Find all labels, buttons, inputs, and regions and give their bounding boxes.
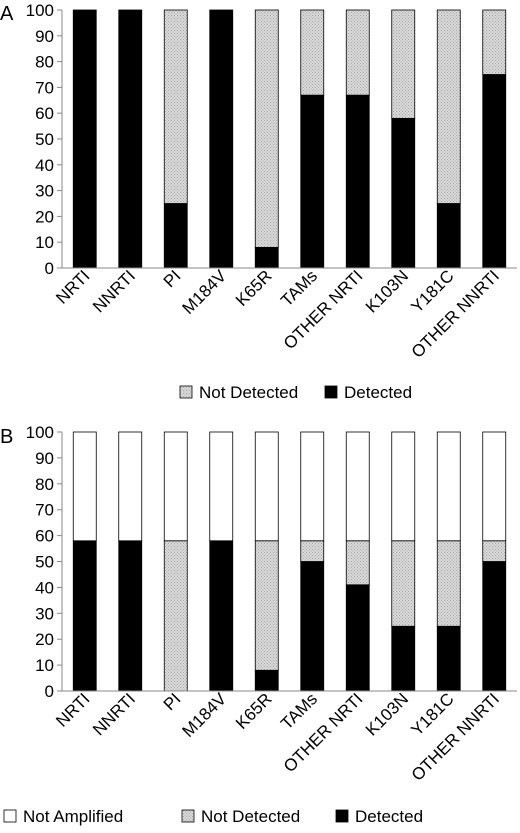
- bar-not-amplified-nrti: [72, 431, 97, 542]
- y-tick-label: 40: [35, 156, 54, 175]
- bar-not-detected-other-nrti: [345, 540, 370, 586]
- bar-not-detected-other-nnrti: [482, 540, 507, 562]
- x-tick-label: K103N: [362, 689, 412, 739]
- x-tick-label: NNRTI: [89, 689, 139, 739]
- bar-not-detected-pi: [163, 540, 188, 692]
- y-tick-label: 50: [35, 130, 54, 149]
- x-tick-label: K103N: [362, 266, 412, 316]
- bar-detected-m184v: [209, 9, 234, 269]
- bar-not-detected-tams: [300, 540, 325, 562]
- bar-not-detected-other-nnrti: [482, 9, 507, 75]
- bar-detected-m184v: [209, 540, 234, 692]
- bar-detected-tams: [300, 561, 325, 692]
- y-tick-label: 40: [35, 578, 54, 597]
- legend-label-detected: Detected: [355, 807, 423, 826]
- x-tick-label: PI: [160, 689, 185, 714]
- x-tick-label: K65R: [232, 689, 276, 733]
- x-tick-label: PI: [160, 266, 185, 291]
- x-tick-label: K65R: [232, 266, 276, 310]
- bar-not-detected-k65r: [254, 9, 279, 248]
- x-tick-label: NNRTI: [89, 266, 139, 316]
- x-tick-label: M184V: [179, 689, 231, 741]
- bar-not-detected-other-nrti: [345, 9, 370, 96]
- bar-detected-k103n: [391, 117, 416, 269]
- bar-detected-nnrti: [118, 540, 143, 692]
- y-tick-label: 50: [35, 553, 54, 572]
- bar-not-amplified-k65r: [254, 431, 279, 542]
- legend-label-not-detected: Not Detected: [199, 383, 298, 402]
- y-tick-label: 0: [45, 682, 54, 701]
- y-tick-label: 80: [35, 475, 54, 494]
- y-tick-label: 90: [35, 27, 54, 46]
- bar-detected-other-nrti: [345, 584, 370, 692]
- bar-detected-nrti: [72, 9, 97, 269]
- y-tick-label: 60: [35, 527, 54, 546]
- bar-not-detected-k103n: [391, 540, 416, 627]
- y-tick-label: 10: [35, 656, 54, 675]
- y-tick-label: 20: [35, 630, 54, 649]
- y-tick-label: 80: [35, 53, 54, 72]
- x-tick-label: M184V: [179, 266, 231, 318]
- y-tick-label: 70: [35, 78, 54, 97]
- legend-label-detected: Detected: [344, 383, 412, 402]
- panel-label-b: B: [0, 426, 13, 448]
- bar-not-amplified-k103n: [391, 431, 416, 542]
- y-tick-label: 20: [35, 207, 54, 226]
- y-tick-label: 0: [45, 259, 54, 278]
- bar-not-amplified-tams: [300, 431, 325, 542]
- bar-not-amplified-y181c: [436, 431, 461, 542]
- bar-detected-pi: [163, 203, 188, 269]
- bar-not-amplified-pi: [163, 431, 188, 542]
- y-tick-label: 70: [35, 501, 54, 520]
- bar-not-detected-k65r: [254, 540, 279, 671]
- legend-swatch-not-amplified: [3, 809, 17, 823]
- bar-not-amplified-other-nrti: [345, 431, 370, 542]
- bar-detected-y181c: [436, 203, 461, 269]
- bar-detected-k65r: [254, 669, 279, 692]
- panel-label-a: A: [0, 3, 14, 25]
- bar-detected-tams: [300, 94, 325, 269]
- bar-not-amplified-nnrti: [118, 431, 143, 542]
- bar-not-detected-y181c: [436, 9, 461, 204]
- legend-swatch-not-detected: [181, 809, 195, 823]
- y-tick-label: 60: [35, 104, 54, 123]
- bar-not-detected-tams: [300, 9, 325, 96]
- y-tick-label: 30: [35, 182, 54, 201]
- x-tick-label: NRTI: [52, 266, 93, 307]
- bar-detected-y181c: [436, 625, 461, 692]
- bar-detected-k65r: [254, 246, 279, 269]
- bar-not-amplified-m184v: [209, 431, 234, 542]
- bar-detected-nrti: [72, 540, 97, 692]
- bar-detected-other-nnrti: [482, 74, 507, 269]
- legend-swatch-detected: [324, 385, 338, 399]
- legend: Not Detected Detected: [179, 383, 412, 402]
- legend-label-not-detected: Not Detected: [201, 807, 300, 826]
- x-tick-label: OTHER NRTI: [280, 266, 367, 353]
- y-tick-label: 100: [26, 423, 54, 442]
- bar-detected-nnrti: [118, 9, 143, 269]
- bar-not-detected-y181c: [436, 540, 461, 627]
- legend-label-not-amplified: Not Amplified: [23, 807, 123, 826]
- legend-swatch-not-detected: [179, 385, 193, 399]
- bar-not-amplified-other-nnrti: [482, 431, 507, 542]
- y-tick-label: 30: [35, 604, 54, 623]
- bar-detected-other-nnrti: [482, 561, 507, 692]
- legend-swatch-detected: [335, 809, 349, 823]
- legend: Not Amplified Not Detected Detected: [3, 807, 423, 826]
- y-tick-label: 90: [35, 449, 54, 468]
- bar-detected-other-nrti: [345, 94, 370, 269]
- y-tick-label: 100: [26, 1, 54, 20]
- x-tick-label: OTHER NRTI: [280, 689, 367, 776]
- bar-detected-k103n: [391, 625, 416, 692]
- bar-not-detected-pi: [163, 9, 188, 204]
- bar-not-detected-k103n: [391, 9, 416, 119]
- x-tick-label: NRTI: [52, 689, 93, 730]
- y-tick-label: 10: [35, 233, 54, 252]
